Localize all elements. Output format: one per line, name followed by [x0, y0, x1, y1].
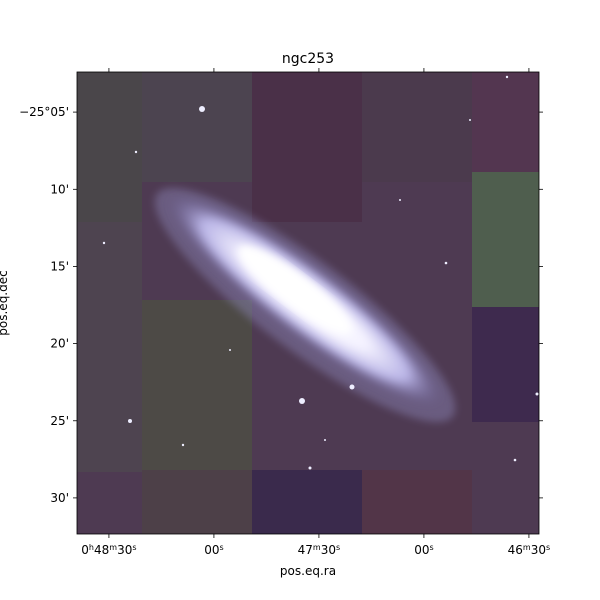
x-axis-label: pos.eq.ra	[280, 564, 336, 578]
y-tick-label: 10'	[50, 182, 69, 196]
y-tick-label: 15'	[50, 259, 69, 273]
y-tick-label: 20'	[50, 337, 69, 351]
x-tick-label: 00s	[204, 543, 223, 558]
stars	[102, 75, 539, 470]
x-tick-label: 0h48m30s	[81, 543, 136, 558]
x-tick-label: 47m30s	[298, 543, 341, 558]
sky-image	[77, 72, 539, 534]
chart-title: ngc253	[282, 51, 334, 67]
x-tick-label: 00s	[414, 543, 433, 558]
y-tick-label: 25'	[50, 414, 69, 428]
plot-frame	[76, 71, 540, 535]
y-tick-label: 30'	[50, 491, 69, 505]
x-tick-label: 46m30s	[508, 543, 551, 558]
y-tick-label: −25°05'	[19, 105, 69, 119]
y-axis-label: pos.eq.dec	[0, 270, 10, 335]
